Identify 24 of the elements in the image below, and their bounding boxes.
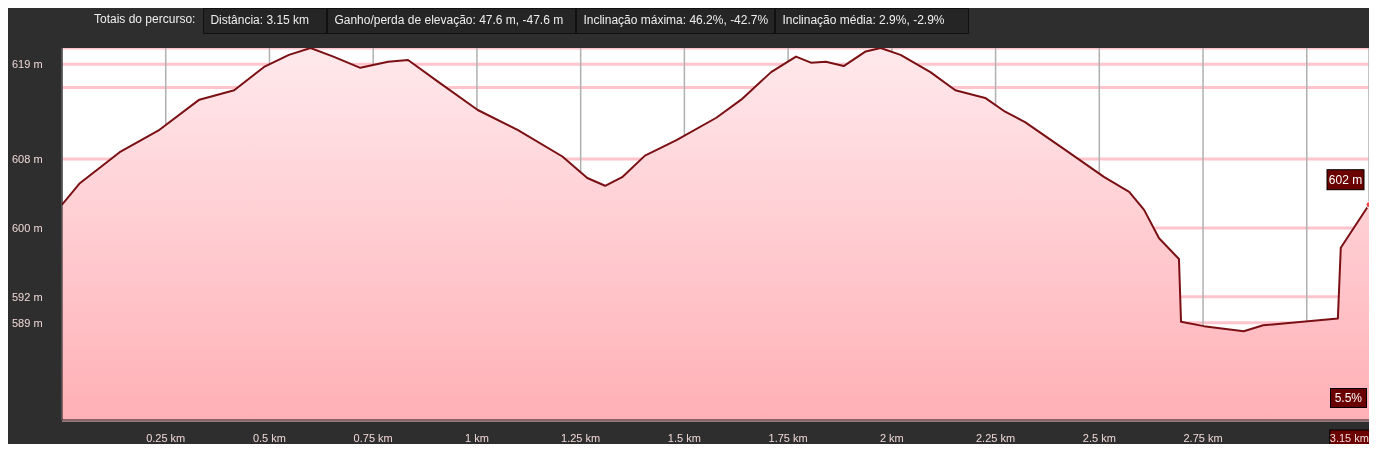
text: Inclinação máxima: 46.2%, -42.7% bbox=[576, 8, 776, 34]
y-tick-label: 600 m bbox=[12, 221, 43, 234]
y-tick-label: 619 m bbox=[12, 58, 43, 71]
x-tick-label: 0.5 km bbox=[252, 432, 286, 444]
y-tick-label: 608 m bbox=[12, 153, 43, 166]
text: Totais do percurso: bbox=[93, 11, 197, 28]
x-tick-label: 1.25 km bbox=[561, 432, 601, 444]
annotation: 5.5% bbox=[1329, 388, 1367, 408]
text: Inclinação média: 2.9%, -2.9% bbox=[775, 8, 970, 34]
x-tick-label: 1 km bbox=[465, 432, 489, 444]
x-tick-label: 2 km bbox=[879, 432, 904, 444]
y-tick-label: 592 m bbox=[12, 290, 43, 303]
x-tick-label: 2.75 km bbox=[1183, 432, 1223, 444]
x-tick-label: 3.15 km bbox=[1329, 432, 1369, 444]
x-tick-label: 2.5 km bbox=[1082, 432, 1116, 444]
x-tick-label: 1.5 km bbox=[667, 432, 701, 444]
text: Distância: 3.15 km bbox=[203, 8, 328, 34]
x-tick-label: 1.75 km bbox=[768, 432, 808, 444]
text: Ganho/perda de elevação: 47.6 m, -47.6 m bbox=[327, 8, 577, 34]
annotation: 602 m bbox=[1328, 172, 1363, 187]
y-tick-label: 589 m bbox=[12, 316, 43, 329]
x-tick-label: 0.25 km bbox=[146, 432, 186, 444]
x-tick-label: 2.25 km bbox=[976, 432, 1016, 444]
x-tick-label: 0.75 km bbox=[353, 432, 393, 444]
